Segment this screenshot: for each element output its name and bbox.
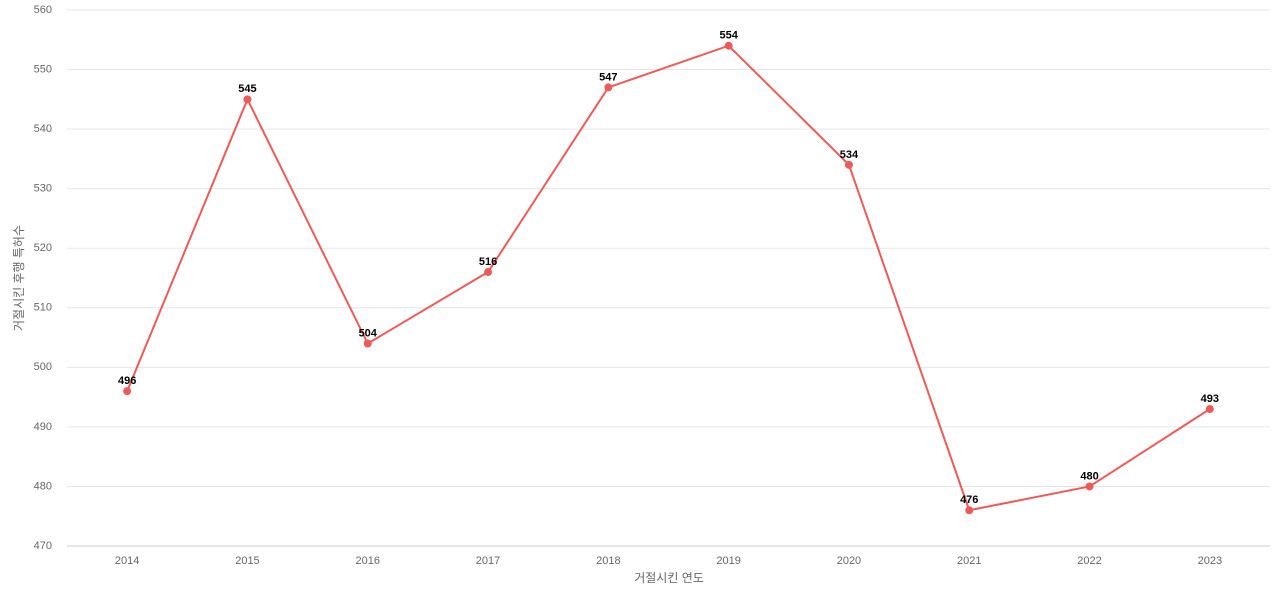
x-tick-label: 2016 (356, 555, 380, 567)
point (123, 387, 132, 396)
point (484, 268, 493, 277)
y-tick-label: 510 (34, 302, 52, 314)
x-tick-label: 2023 (1198, 555, 1222, 567)
x-tick-label: 2019 (716, 555, 740, 567)
y-tick-label: 520 (34, 242, 52, 254)
y-tick-label: 480 (34, 480, 52, 492)
x-tick-label: 2017 (476, 555, 500, 567)
line (126, 44, 1211, 512)
data-label: 545 (238, 83, 256, 95)
y-tick-label: 530 (34, 183, 52, 195)
x-tick-label: 2022 (1077, 555, 1101, 567)
x-axis-label: 거절시킨 연도 (634, 571, 704, 585)
point (363, 339, 372, 348)
point (604, 83, 613, 92)
y-tick-label: 490 (34, 421, 52, 433)
data-label: 493 (1201, 393, 1219, 405)
point (1205, 405, 1214, 414)
point (243, 95, 252, 104)
data-label: 547 (599, 71, 617, 83)
point (844, 160, 853, 169)
x-tick-label: 2015 (235, 555, 259, 567)
data-label: 504 (359, 327, 378, 339)
y-tick-label: 560 (34, 4, 52, 16)
data-label: 476 (960, 494, 978, 506)
data-label: 554 (719, 30, 738, 42)
x-tick-label: 2021 (957, 555, 981, 567)
data-label: 480 (1080, 470, 1098, 482)
x-tick-label: 2018 (596, 555, 620, 567)
point (965, 506, 974, 515)
y-tick-label: 470 (34, 540, 52, 552)
point (724, 41, 733, 50)
y-axis-label: 거절시킨 후행 특허수 (11, 225, 26, 331)
y-tick-label: 550 (34, 63, 52, 75)
x-tick-label: 2014 (115, 555, 139, 567)
y-tick-label: 540 (34, 123, 52, 135)
point (1085, 482, 1094, 491)
data-label: 496 (118, 375, 136, 387)
data-label: 516 (479, 256, 497, 268)
data-label: 534 (840, 149, 859, 161)
x-tick-label: 2020 (837, 555, 861, 567)
y-tick-label: 500 (34, 361, 52, 373)
